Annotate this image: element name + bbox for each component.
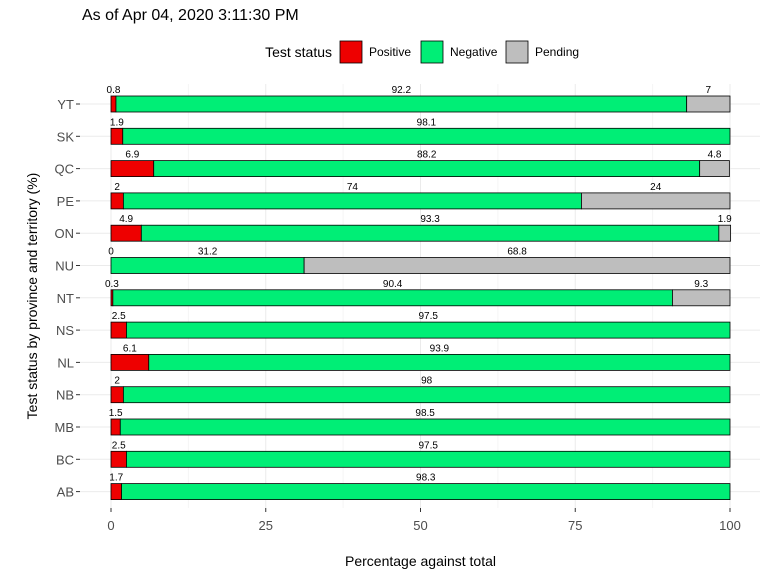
bar-pending: [718, 224, 732, 242]
data-label: 97.5: [419, 440, 439, 451]
bar-negative: [119, 418, 731, 436]
bar-pending: [581, 192, 731, 210]
bar-negative: [153, 160, 701, 178]
y-tick-label: YT: [57, 97, 74, 112]
bar-negative: [121, 483, 731, 501]
bar-pending: [303, 257, 731, 274]
data-label: 0.8: [107, 85, 121, 96]
data-label: 4.8: [708, 150, 722, 161]
data-label: 9.3: [694, 279, 708, 290]
data-label: 93.3: [420, 214, 440, 225]
data-label: 68.8: [507, 247, 527, 258]
bar-positive: [110, 353, 150, 371]
y-tick-label: NT: [57, 291, 74, 306]
data-label: 98: [421, 376, 433, 387]
bar-positive: [110, 418, 121, 436]
bar-negative: [140, 224, 720, 242]
legend-title: Test status: [265, 44, 332, 60]
data-label: 98.1: [417, 117, 437, 128]
data-label: 97.5: [419, 311, 439, 322]
legend-label-negative: Negative: [450, 45, 498, 59]
data-label: 24: [650, 182, 662, 193]
bar-positive: [110, 450, 127, 468]
y-tick-label: PE: [57, 194, 75, 209]
bar-negative: [126, 321, 731, 339]
bar-pending: [686, 95, 731, 113]
y-tick-label: QC: [55, 162, 75, 177]
data-label: 0.3: [105, 279, 119, 290]
y-tick-label: BC: [56, 452, 74, 467]
bar-positive: [110, 386, 124, 404]
data-label: 1.7: [109, 473, 123, 484]
data-label: 2: [114, 376, 120, 387]
x-tick-label: 0: [107, 518, 114, 533]
bar-positive: [110, 127, 124, 145]
bar-positive: [110, 483, 122, 501]
legend-label-pending: Pending: [535, 45, 579, 59]
data-label: 98.3: [416, 473, 436, 484]
legend-label-positive: Positive: [369, 45, 411, 59]
data-label: 88.2: [417, 150, 437, 161]
legend-swatch-negative: [420, 40, 444, 64]
bar-pending: [699, 160, 730, 178]
y-tick-label: SK: [57, 129, 75, 144]
data-label: 7: [706, 85, 712, 96]
data-label: 93.9: [430, 343, 450, 354]
chart-title: As of Apr 04, 2020 3:11:30 PM: [82, 7, 299, 24]
y-tick-label: NL: [57, 355, 74, 370]
x-tick-label: 25: [259, 518, 273, 533]
y-tick-label: MB: [55, 420, 75, 435]
bar-negative: [126, 450, 731, 468]
data-label: 1.9: [110, 117, 124, 128]
data-label: 31.2: [198, 247, 218, 258]
data-label: 2.5: [112, 440, 126, 451]
legend-swatch-pending: [505, 40, 529, 64]
data-label: 4.9: [119, 214, 133, 225]
bar-negative: [148, 353, 731, 371]
bar-positive: [110, 321, 127, 339]
y-axis-title: Test status by province and territory (%…: [24, 173, 40, 420]
data-label: 6.1: [123, 343, 137, 354]
bar-negative: [122, 127, 731, 145]
y-tick-label: AB: [57, 485, 74, 500]
data-label: 1.5: [109, 408, 123, 419]
legend-swatch-positive: [339, 40, 363, 64]
y-tick-label: NB: [56, 388, 74, 403]
data-label: 90.4: [383, 279, 403, 290]
data-label: 1.9: [718, 214, 732, 225]
y-tick-label: ON: [55, 226, 75, 241]
data-label: 6.9: [125, 150, 139, 161]
bar-positive: [110, 192, 124, 210]
x-tick-label: 100: [719, 518, 741, 533]
data-label: 2: [114, 182, 120, 193]
data-label: 74: [347, 182, 359, 193]
data-label: 2.5: [112, 311, 126, 322]
x-axis-title: Percentage against total: [345, 553, 496, 569]
data-label: 98.5: [415, 408, 435, 419]
bar-positive: [110, 160, 155, 178]
data-label: 92.2: [392, 85, 412, 96]
bar-pending: [672, 289, 731, 307]
bar-negative: [112, 289, 673, 307]
y-tick-label: NS: [56, 323, 74, 338]
bar-negative: [122, 386, 731, 404]
bar-negative: [115, 95, 688, 113]
x-tick-label: 75: [568, 518, 582, 533]
data-label: 0: [108, 247, 114, 258]
bar-negative: [110, 257, 305, 274]
x-tick-label: 50: [413, 518, 427, 533]
y-tick-label: NU: [55, 259, 74, 274]
bar-negative: [122, 192, 582, 210]
bar-positive: [110, 95, 117, 113]
bar-positive: [110, 224, 142, 242]
